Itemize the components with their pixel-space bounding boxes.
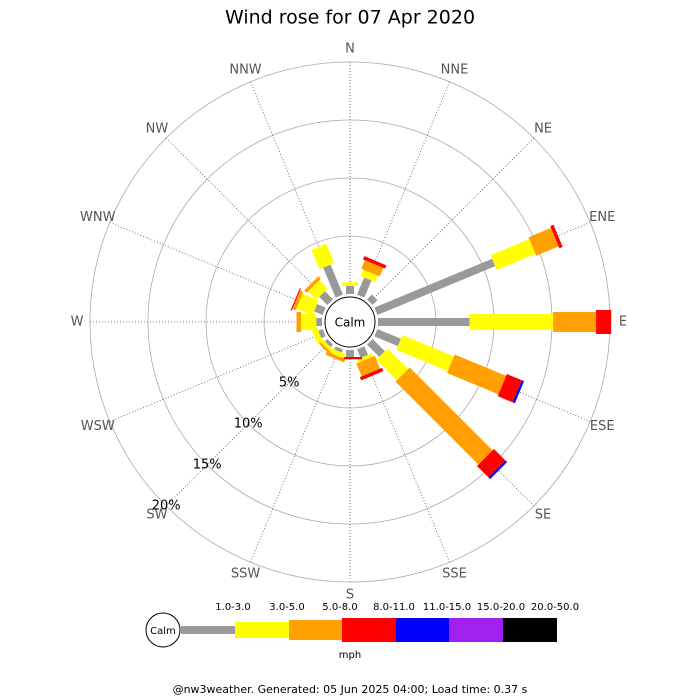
segment — [374, 329, 401, 347]
ring-label: 20% — [152, 498, 181, 513]
ring-label: 10% — [234, 416, 263, 431]
direction-label: SSE — [442, 567, 467, 582]
calm-label: Calm — [335, 316, 366, 330]
ring-label: 5% — [279, 375, 300, 390]
legend-label: 20.0-50.0 — [531, 602, 579, 613]
legend-swatch — [289, 620, 342, 640]
segment — [488, 460, 508, 480]
direction-label: W — [71, 315, 84, 330]
segment — [334, 346, 343, 353]
direction-label: S — [346, 588, 354, 603]
segment — [316, 339, 333, 356]
segment — [290, 288, 301, 311]
segment — [374, 258, 496, 315]
segment — [316, 318, 322, 326]
segment — [378, 318, 470, 326]
direction-label: NNW — [229, 62, 261, 77]
segment — [362, 256, 387, 269]
legend-swatch — [181, 626, 235, 634]
segment — [366, 294, 378, 306]
segment — [319, 291, 334, 306]
segment — [342, 282, 358, 286]
segment — [550, 224, 563, 249]
segment — [314, 304, 326, 315]
segment — [469, 314, 554, 330]
direction-label: NNE — [441, 62, 469, 77]
segment — [361, 260, 384, 277]
segment — [319, 338, 334, 353]
segment — [301, 314, 317, 330]
legend-swatch — [235, 622, 289, 638]
legend-calm-label: Calm — [150, 626, 176, 637]
legend-label: 5.0-8.0 — [322, 602, 357, 613]
segment — [308, 280, 328, 300]
direction-label: WSW — [81, 419, 115, 434]
direction-label: N — [345, 42, 355, 57]
unit-label: mph — [339, 650, 361, 661]
direction-label: SW — [146, 508, 167, 523]
legend-swatch — [396, 618, 449, 642]
segment — [395, 367, 493, 465]
segment — [357, 346, 368, 358]
segment — [497, 374, 522, 403]
legend-label: 11.0-15.0 — [423, 602, 471, 613]
direction-label: SE — [535, 508, 551, 523]
legend-label: 8.0-11.0 — [373, 602, 415, 613]
segment — [346, 350, 354, 357]
legend-swatch — [342, 618, 396, 642]
segment — [512, 380, 525, 404]
segment — [292, 290, 304, 311]
segment — [296, 293, 319, 316]
footer: @nw3weather. Generated: 05 Jun 2025 04:0… — [173, 683, 528, 696]
segment — [304, 276, 321, 293]
segment — [311, 327, 323, 345]
direction-label: WNW — [80, 210, 116, 225]
segment — [553, 312, 597, 332]
ring-label: 15% — [193, 457, 222, 472]
segment — [323, 264, 343, 298]
chart-title: Wind rose for 07 Apr 2020 — [225, 7, 475, 29]
legend-swatch — [503, 618, 557, 642]
segment — [476, 448, 506, 478]
segment — [356, 353, 373, 363]
legend-swatch — [449, 618, 503, 642]
segment — [396, 335, 454, 372]
segment — [376, 348, 409, 381]
legend-calm-circle — [145, 612, 181, 648]
legend-label: 3.0-5.0 — [269, 602, 304, 613]
direction-label: E — [619, 315, 627, 330]
segment — [366, 338, 385, 357]
segment — [296, 312, 302, 332]
segment — [356, 355, 381, 377]
segment — [346, 285, 354, 294]
segment — [324, 338, 334, 348]
direction-label: ENE — [589, 210, 615, 225]
direction-label: NW — [146, 121, 169, 136]
segment — [447, 354, 507, 395]
segment — [360, 269, 378, 283]
calm-circle — [324, 296, 376, 348]
direction-label: SSW — [231, 567, 261, 582]
segment — [528, 227, 559, 256]
segment — [311, 243, 335, 270]
legend-label: 15.0-20.0 — [477, 602, 525, 613]
segment — [596, 310, 612, 334]
segment — [490, 239, 536, 270]
segment — [328, 348, 346, 359]
legend-label: 1.0-3.0 — [215, 602, 250, 613]
direction-label: ESE — [590, 419, 615, 434]
direction-label: NE — [534, 121, 552, 136]
segment — [318, 329, 326, 339]
segment — [359, 367, 384, 381]
segment — [357, 277, 372, 298]
